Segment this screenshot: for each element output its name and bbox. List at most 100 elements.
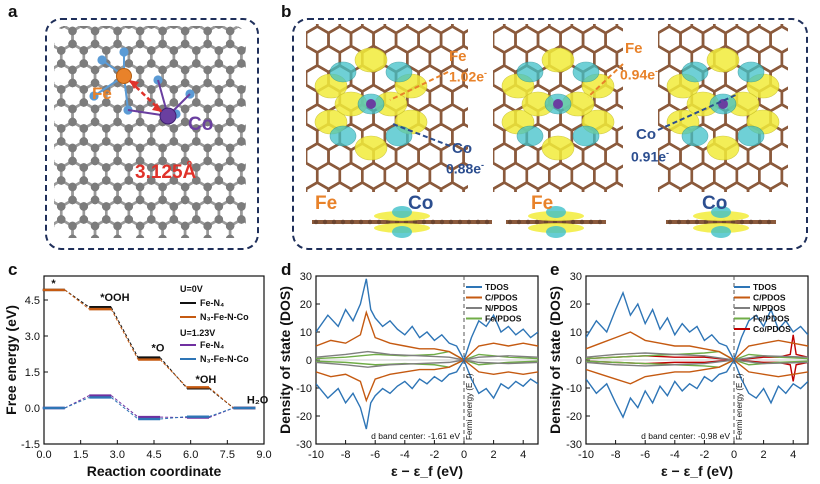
graphene-a-atom — [135, 65, 145, 75]
graphene-a-atom — [180, 195, 190, 205]
graphene-a-atom — [169, 176, 179, 185]
graphene-a-atom — [180, 221, 190, 231]
density-3-cyan — [737, 61, 765, 83]
charge-panel-1 — [306, 24, 468, 192]
graphene-a-atom — [214, 215, 224, 224]
chart-d-legend-entry: TDOS — [485, 282, 509, 292]
side-view-atom — [694, 219, 700, 225]
side-view-atom — [685, 219, 691, 225]
side-view-atom — [561, 219, 567, 225]
graphene-a-atom — [135, 182, 145, 192]
graphene-a-atom — [124, 176, 134, 185]
graphene-a-ring — [127, 237, 153, 238]
graphene-a-lattice — [54, 26, 246, 242]
chart-c-x-tick-label: 1.5 — [73, 449, 88, 461]
graphene-a-atom — [147, 46, 156, 55]
panel-b-side-fe-2: Fe — [531, 193, 554, 214]
graphene-a-atom — [225, 104, 235, 114]
graphene-a-atom — [54, 143, 55, 153]
graphene-a-atom — [214, 163, 224, 172]
chart-c-step-label: *OOH — [100, 292, 129, 304]
chart-e-legend-entry: Co/PDOS — [753, 324, 791, 334]
side-view-atom — [739, 219, 745, 225]
panel-b-side-co-1: Co — [408, 193, 434, 214]
graphene-b3-ring — [624, 22, 647, 33]
distance-arrowhead — [152, 103, 162, 112]
graphene-a-atom — [158, 234, 167, 238]
graphene-a-atom — [192, 202, 201, 211]
graphene-a-atom — [214, 59, 224, 68]
graphene-a-atom — [125, 241, 133, 242]
graphene-a-atom — [180, 78, 190, 88]
graphene-a-atom — [169, 163, 179, 172]
graphene-b3-ring — [658, 187, 660, 192]
graphene-a-ring — [195, 237, 221, 238]
graphene-a-atom — [54, 156, 55, 166]
graphene-a-atom — [135, 26, 145, 36]
graphene-a-atom — [102, 137, 111, 146]
graphene-a-atom — [203, 39, 212, 49]
graphene-b2-ring — [604, 180, 623, 192]
chart-c-legend-u123: U=1.23V — [180, 328, 215, 338]
graphene-a-atom — [57, 59, 66, 68]
metal-atom — [553, 99, 563, 109]
side-view-atom — [525, 219, 531, 225]
panel-label-e: e — [550, 260, 560, 279]
graphene-a-atom — [135, 117, 145, 127]
graphene-a-ring — [217, 237, 243, 238]
graphene-a-atom — [169, 85, 179, 94]
side-view-atom — [507, 219, 513, 225]
graphene-b1-ring — [306, 70, 308, 87]
side-view-atom — [358, 219, 364, 225]
graphene-b1-ring — [462, 145, 468, 168]
graphene-b1-ring — [349, 180, 375, 192]
side-view-atom — [466, 219, 472, 225]
graphene-a-atom — [147, 124, 156, 133]
chart-e-y-tick-label: -20 — [566, 411, 582, 423]
graphene-a-atom — [169, 46, 179, 55]
graphene-a-atom — [54, 104, 55, 114]
charge-panel-2 — [459, 24, 651, 209]
side-view-atom — [412, 219, 418, 225]
graphene-b3-ring — [780, 164, 788, 188]
graphene-a-atom — [203, 26, 212, 36]
graphene-b2-ring — [628, 183, 651, 209]
graphene-a-atom — [90, 117, 100, 127]
side-view-atom — [543, 219, 549, 225]
graphene-a-atom — [113, 195, 122, 205]
side-view-atom — [676, 219, 682, 225]
graphene-a-atom — [113, 182, 122, 192]
fe-charge-arrow — [587, 63, 624, 98]
graphene-a-atom — [57, 202, 66, 211]
graphene-a-ring — [54, 26, 63, 33]
graphene-a-atom — [54, 65, 55, 75]
graphene-a-atom — [113, 117, 122, 127]
density-2-cyan — [516, 125, 544, 147]
graphene-b3-ring — [679, 180, 705, 192]
side-view-atom — [385, 219, 391, 225]
panel-b-fe-charge-2: 0.94e- — [620, 66, 659, 83]
side-view-atom — [313, 219, 319, 225]
distance-arrowhead — [129, 80, 139, 89]
graphene-a-atom — [54, 39, 55, 49]
chart-d-legend-entry: C/PDOS — [485, 293, 518, 303]
graphene-a-atom — [237, 124, 246, 133]
graphene-a-atom — [124, 137, 134, 146]
chart-c-x-tick-label: 0.0 — [36, 449, 51, 461]
graphene-a-atom — [170, 241, 178, 242]
graphene-a-atom — [54, 104, 55, 114]
graphene-a-atom — [54, 39, 55, 49]
graphene-a-atom — [158, 26, 167, 36]
graphene-a-atom — [102, 124, 111, 133]
density-1-yellow — [354, 135, 388, 161]
chart-c-y-tick-label: 0.0 — [25, 403, 40, 415]
graphene-b2-ring — [615, 86, 623, 110]
graphene-a-atom — [158, 182, 167, 192]
graphene-a-atom — [214, 176, 224, 185]
chart-c-x-tick-label: 4.5 — [146, 449, 161, 461]
graphene-a-atom — [225, 182, 235, 192]
chart-e-y-tick-label: 0 — [576, 355, 582, 367]
graphene-a-atom — [102, 46, 111, 55]
graphene-a-atom — [102, 202, 111, 211]
graphene-b2-ring — [459, 85, 482, 111]
